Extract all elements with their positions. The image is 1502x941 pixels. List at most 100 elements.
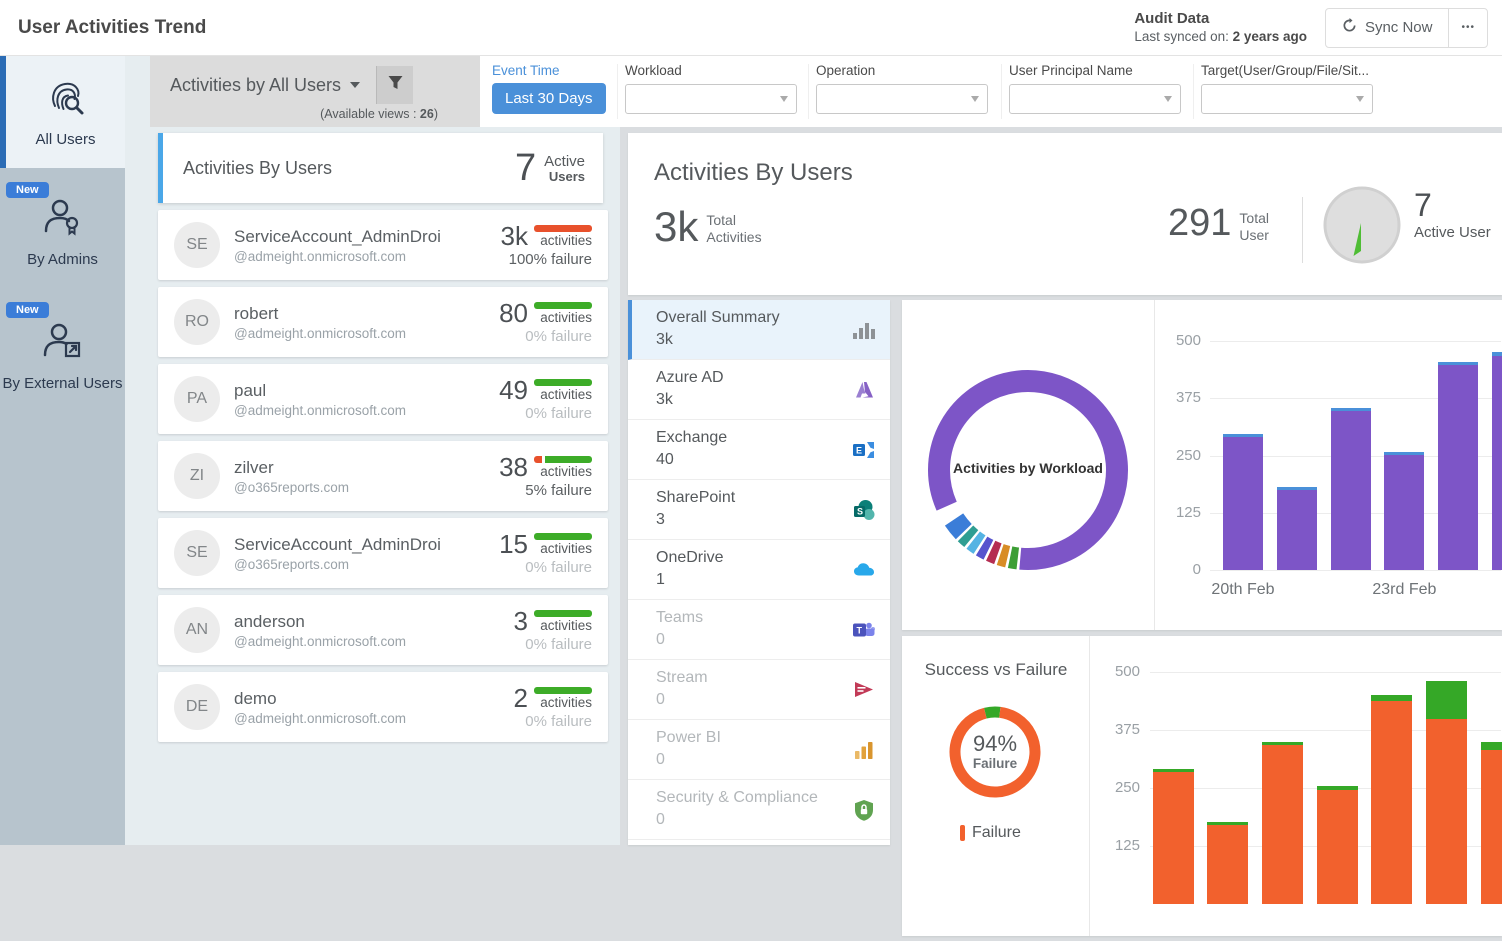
failure-percentage: 0% failure [440,328,592,345]
view-selector: Activities by All Users (Available views… [150,56,480,127]
sync-now-button[interactable]: Sync Now [1326,9,1449,47]
failure-ratio-bar [534,610,592,617]
workload-item-exchange[interactable]: Exchange40E [628,420,890,480]
bar-segment [1371,695,1412,701]
filter-bar: Event Time Last 30 Days Workload Operati… [480,56,1502,127]
bar-segment [1438,365,1478,570]
target-filter: Target(User/Group/File/Sit... [1201,63,1373,114]
avatar: ZI [174,453,220,499]
power-bi-icon [852,738,876,762]
more-options-button[interactable]: ••• [1449,9,1487,47]
last-synced-text: Last synced on: 2 years ago [1134,28,1307,46]
user-activity-card[interactable]: PApaul@admeight.onmicrosoft.com49activit… [158,364,608,434]
failure-percentage-label: Failure [945,756,1045,771]
event-time-button[interactable]: Last 30 Days [492,83,606,114]
chevron-down-icon [350,82,360,88]
exchange-icon: E [852,438,876,462]
user-list-column: Activities by All Users (Available views… [125,56,620,845]
workload-item-teams[interactable]: Teams0T [628,600,890,660]
gridline [1210,570,1501,571]
bar-segment [1331,408,1371,411]
workload-item-security-compliance[interactable]: Security & Compliance0 [628,780,890,840]
bar-segment [1384,452,1424,455]
filter-divider [1193,64,1194,119]
user-activity-card[interactable]: ANanderson@admeight.onmicrosoft.com3acti… [158,595,608,665]
user-activity-card[interactable]: SEServiceAccount_AdminDroid@o365reports.… [158,518,608,588]
activity-count: 3 [514,608,528,634]
upn-filter-select[interactable] [1009,84,1181,114]
y-axis-label: 375 [1155,389,1201,406]
activity-count: 38 [499,454,528,480]
sync-button-group: Sync Now ••• [1325,8,1488,48]
total-activities-label-top: Total [706,212,761,229]
list-title: Activities By Users [183,158,332,179]
gridline [1210,341,1501,342]
donut-center-label: Activities by Workload [948,460,1108,476]
operation-filter-select[interactable] [816,84,988,114]
workload-item-overall-summary[interactable]: Overall Summary3k [628,300,890,360]
bar-segment [1371,701,1412,904]
activity-count: 80 [499,300,528,326]
new-badge: New [6,302,49,318]
workload-filter-select[interactable] [625,84,797,114]
donut-slice [991,551,998,554]
user-name: zilver [234,458,440,478]
workload-item-sharepoint[interactable]: SharePoint3S [628,480,890,540]
azure-ad-icon [852,378,876,402]
workload-donut-section: Activities by Workload [902,300,1155,630]
sidebar-item-by-external-users[interactable]: New By External Users [0,300,125,412]
active-users-stat: 7 Active Users [515,150,585,186]
left-sidebar: All Users New By Admins New By External … [0,56,125,845]
user-activity-card[interactable]: SEServiceAccount_AdminDroid@admeight.onm… [158,210,608,280]
activities-unit-label: activities [534,464,592,479]
chevron-down-icon [971,96,979,102]
chart-legend: Failure [960,824,1021,842]
sidebar-item-by-admins[interactable]: New By Admins [0,180,125,284]
bar-segment [1223,434,1263,437]
bar-segment [1331,411,1371,570]
y-axis-label: 500 [1090,663,1140,680]
total-users-stat: 291 Total User [1168,205,1269,244]
bar-segment [1492,356,1502,570]
available-views-note: (Available views : 26) [320,107,438,121]
sidebar-item-all-users[interactable]: All Users [0,56,125,168]
failure-ratio-bar [534,379,592,386]
user-activity-card[interactable]: DEdemo@admeight.onmicrosoft.com2activiti… [158,672,608,742]
workload-item-azure-ad[interactable]: Azure AD3k [628,360,890,420]
user-name: ServiceAccount_AdminDroid [234,227,440,247]
filter-divider [1001,64,1002,119]
user-email: @admeight.onmicrosoft.com [234,403,440,418]
sidebar-item-label: All Users [35,131,95,149]
user-name: paul [234,381,440,401]
total-activities-value: 3k [654,207,698,247]
legend-marker [960,825,965,841]
activities-unit-label: activities [534,541,592,556]
filter-views-button[interactable] [377,66,413,104]
success-vs-failure-panel: Success vs Failure 94% Failure Failure 1… [902,636,1502,936]
y-axis-label: 500 [1155,332,1201,349]
active-users-count: 7 [515,150,536,186]
workload-item-stream[interactable]: Stream0 [628,660,890,720]
target-filter-label: Target(User/Group/File/Sit... [1201,63,1373,78]
bar-segment [1262,745,1303,904]
avatar: RO [174,299,220,345]
bar-segment [1317,786,1358,790]
workload-item-power-bi[interactable]: Power BI0 [628,720,890,780]
y-axis-label: 250 [1090,779,1140,796]
donut-slice [973,540,979,545]
target-filter-select[interactable] [1201,84,1373,114]
gridline [1150,672,1501,673]
last-synced-prefix: Last synced on: [1134,29,1229,44]
workload-item-onedrive[interactable]: OneDrive1 [628,540,890,600]
user-principal-name-filter: User Principal Name [1009,63,1181,114]
failure-ratio-bar [534,225,592,232]
user-email: @admeight.onmicrosoft.com [234,634,440,649]
x-axis-label: 23rd Feb [1349,581,1459,599]
user-activity-card[interactable]: ROrobert@admeight.onmicrosoft.com80activ… [158,287,608,357]
active-users-gauge [1320,183,1404,272]
user-activity-card[interactable]: ZIzilver@o365reports.com38activities5% f… [158,441,608,511]
bar-segment [1384,455,1424,570]
view-selector-dropdown[interactable]: Activities by All Users [170,75,341,96]
failure-ratio-bar [534,302,592,309]
chevron-down-icon [1356,96,1364,102]
